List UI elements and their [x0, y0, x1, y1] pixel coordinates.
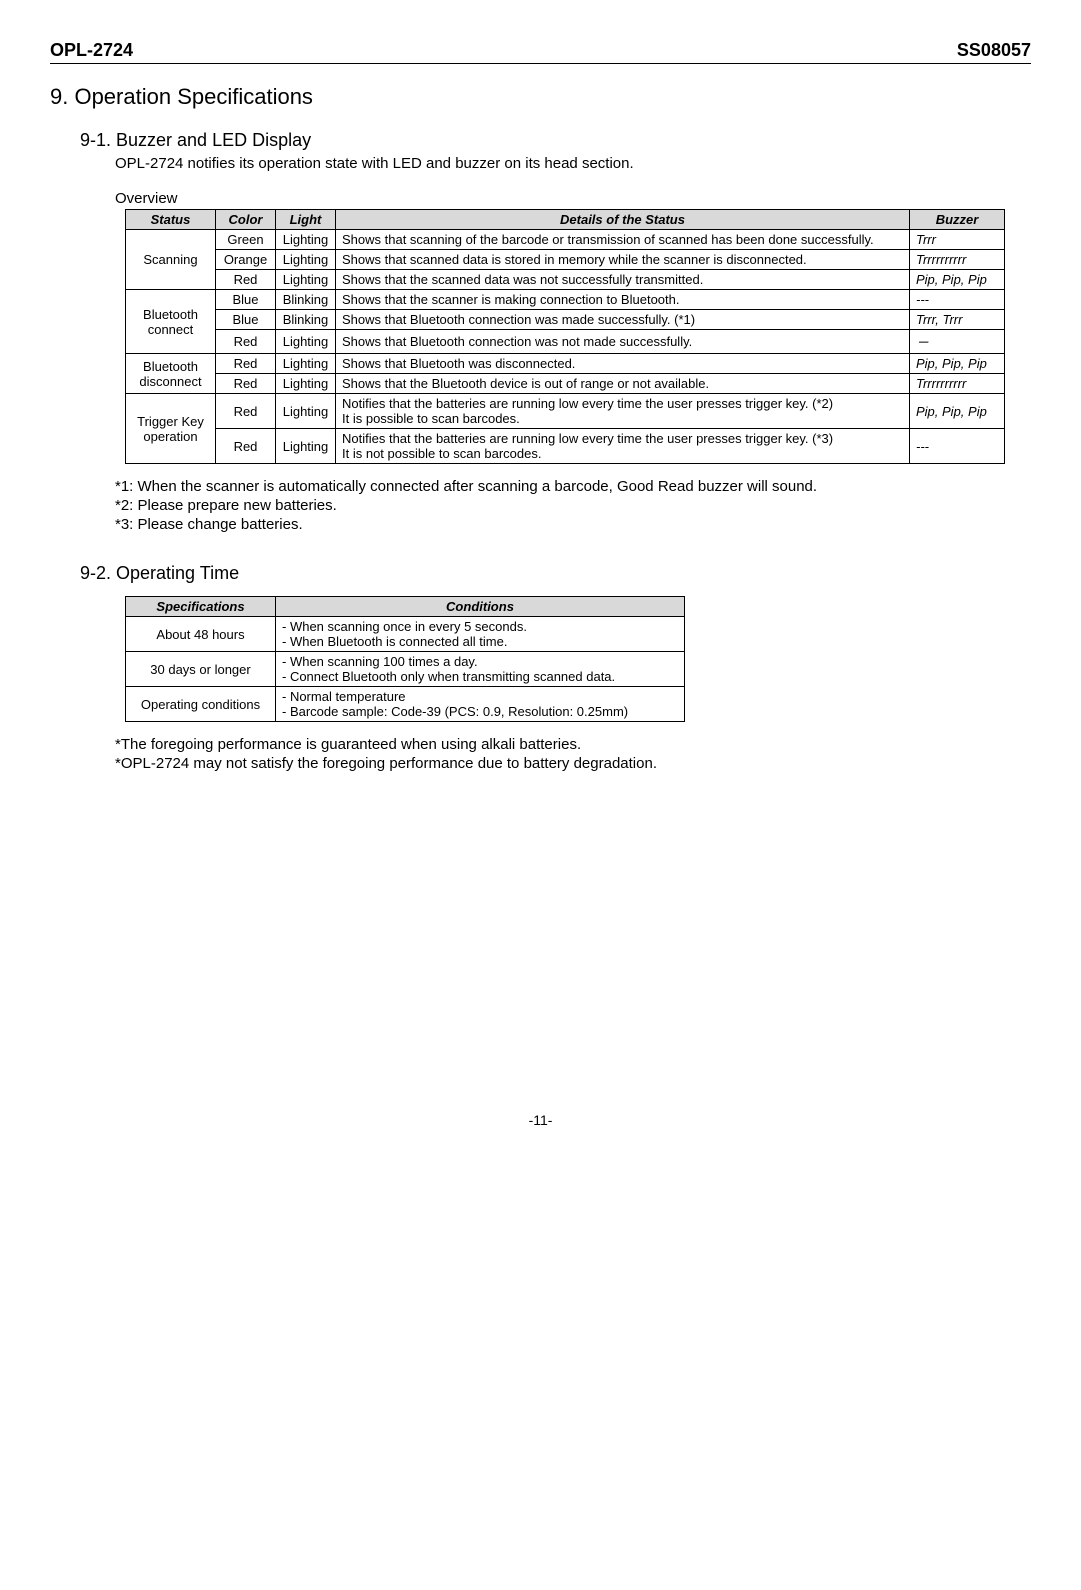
table-row: RedLightingShows that the scanned data w…	[126, 270, 1005, 290]
table-row: ScanningGreenLightingShows that scanning…	[126, 230, 1005, 250]
spec-cell: Operating conditions	[126, 687, 276, 722]
buzzer-cell: Trrrrrrrrrr	[910, 374, 1005, 394]
buzzer-cell: Pip, Pip, Pip	[910, 394, 1005, 429]
buzzer-cell: Trrr	[910, 230, 1005, 250]
status-cell: Bluetooth connect	[126, 290, 216, 354]
section-title: 9. Operation Specifications	[50, 84, 1031, 110]
buzzer-cell: ---	[910, 429, 1005, 464]
th-color: Color	[216, 210, 276, 230]
status-cell: Bluetooth disconnect	[126, 354, 216, 394]
overview-label: Overview	[115, 190, 1031, 207]
th-light: Light	[276, 210, 336, 230]
details-cell: Shows that scanning of the barcode or tr…	[336, 230, 910, 250]
light-cell: Lighting	[276, 429, 336, 464]
buzzer-cell: ---	[910, 290, 1005, 310]
light-cell: Lighting	[276, 270, 336, 290]
details-cell: Notifies that the batteries are running …	[336, 394, 910, 429]
table-row: RedLightingShows that the Bluetooth devi…	[126, 374, 1005, 394]
details-cell: Shows that Bluetooth connection was not …	[336, 330, 910, 354]
status-table: Status Color Light Details of the Status…	[125, 209, 1005, 464]
color-cell: Red	[216, 394, 276, 429]
status-cell: Trigger Key operation	[126, 394, 216, 464]
note-1: *1: When the scanner is automatically co…	[115, 478, 1031, 495]
details-cell: Shows that scanned data is stored in mem…	[336, 250, 910, 270]
buzzer-cell: －	[910, 330, 1005, 354]
buzzer-cell: Trrr, Trrr	[910, 310, 1005, 330]
color-cell: Red	[216, 330, 276, 354]
status-cell: Scanning	[126, 230, 216, 290]
cond-cell: - Normal temperature- Barcode sample: Co…	[276, 687, 685, 722]
color-cell: Orange	[216, 250, 276, 270]
spec-cell: About 48 hours	[126, 617, 276, 652]
spec-table: Specifications Conditions About 48 hours…	[125, 596, 685, 722]
light-cell: Lighting	[276, 394, 336, 429]
spec-cell: 30 days or longer	[126, 652, 276, 687]
table-row: Trigger Key operationRedLightingNotifies…	[126, 394, 1005, 429]
th-details: Details of the Status	[336, 210, 910, 230]
table-row: OrangeLightingShows that scanned data is…	[126, 250, 1005, 270]
table-row: RedLightingShows that Bluetooth connecti…	[126, 330, 1005, 354]
table-row: Bluetooth disconnectRedLightingShows tha…	[126, 354, 1005, 374]
buzzer-cell: Trrrrrrrrrr	[910, 250, 1005, 270]
th-status: Status	[126, 210, 216, 230]
table-row: RedLightingNotifies that the batteries a…	[126, 429, 1005, 464]
light-cell: Lighting	[276, 230, 336, 250]
color-cell: Red	[216, 374, 276, 394]
light-cell: Lighting	[276, 330, 336, 354]
th-buzzer: Buzzer	[910, 210, 1005, 230]
subsection-9-1-title: 9-1. Buzzer and LED Display	[80, 130, 1031, 151]
details-cell: Shows that Bluetooth connection was made…	[336, 310, 910, 330]
buzzer-cell: Pip, Pip, Pip	[910, 354, 1005, 374]
color-cell: Red	[216, 270, 276, 290]
light-cell: Lighting	[276, 374, 336, 394]
table-row: Bluetooth connectBlueBlinkingShows that …	[126, 290, 1005, 310]
cond-cell: - When scanning 100 times a day.- Connec…	[276, 652, 685, 687]
details-cell: Shows that the scanner is making connect…	[336, 290, 910, 310]
note-perf-1: *The foregoing performance is guaranteed…	[115, 736, 1031, 753]
header-right: SS08057	[957, 40, 1031, 61]
color-cell: Red	[216, 354, 276, 374]
details-cell: Shows that the Bluetooth device is out o…	[336, 374, 910, 394]
cond-cell: - When scanning once in every 5 seconds.…	[276, 617, 685, 652]
sub1-notes: *1: When the scanner is automatically co…	[115, 478, 1031, 533]
page-number: -11-	[50, 1112, 1031, 1128]
details-cell: Shows that the scanned data was not succ…	[336, 270, 910, 290]
details-cell: Notifies that the batteries are running …	[336, 429, 910, 464]
color-cell: Red	[216, 429, 276, 464]
color-cell: Green	[216, 230, 276, 250]
page-header: OPL-2724 SS08057	[50, 40, 1031, 64]
table-header-row: Status Color Light Details of the Status…	[126, 210, 1005, 230]
table-row: 30 days or longer- When scanning 100 tim…	[126, 652, 685, 687]
light-cell: Lighting	[276, 250, 336, 270]
color-cell: Blue	[216, 290, 276, 310]
light-cell: Blinking	[276, 310, 336, 330]
light-cell: Lighting	[276, 354, 336, 374]
details-cell: Shows that Bluetooth was disconnected.	[336, 354, 910, 374]
th-cond: Conditions	[276, 597, 685, 617]
th-spec: Specifications	[126, 597, 276, 617]
light-cell: Blinking	[276, 290, 336, 310]
table-header-row: Specifications Conditions	[126, 597, 685, 617]
sub2-notes: *The foregoing performance is guaranteed…	[115, 736, 1031, 772]
table-row: About 48 hours- When scanning once in ev…	[126, 617, 685, 652]
buzzer-cell: Pip, Pip, Pip	[910, 270, 1005, 290]
subsection-9-1-intro: OPL-2724 notifies its operation state wi…	[115, 155, 1031, 172]
color-cell: Blue	[216, 310, 276, 330]
table-row: BlueBlinkingShows that Bluetooth connect…	[126, 310, 1005, 330]
header-left: OPL-2724	[50, 40, 133, 61]
table-row: Operating conditions- Normal temperature…	[126, 687, 685, 722]
subsection-9-2-title: 9-2. Operating Time	[80, 563, 1031, 584]
note-3: *3: Please change batteries.	[115, 516, 1031, 533]
note-perf-2: *OPL-2724 may not satisfy the foregoing …	[115, 755, 1031, 772]
note-2: *2: Please prepare new batteries.	[115, 497, 1031, 514]
